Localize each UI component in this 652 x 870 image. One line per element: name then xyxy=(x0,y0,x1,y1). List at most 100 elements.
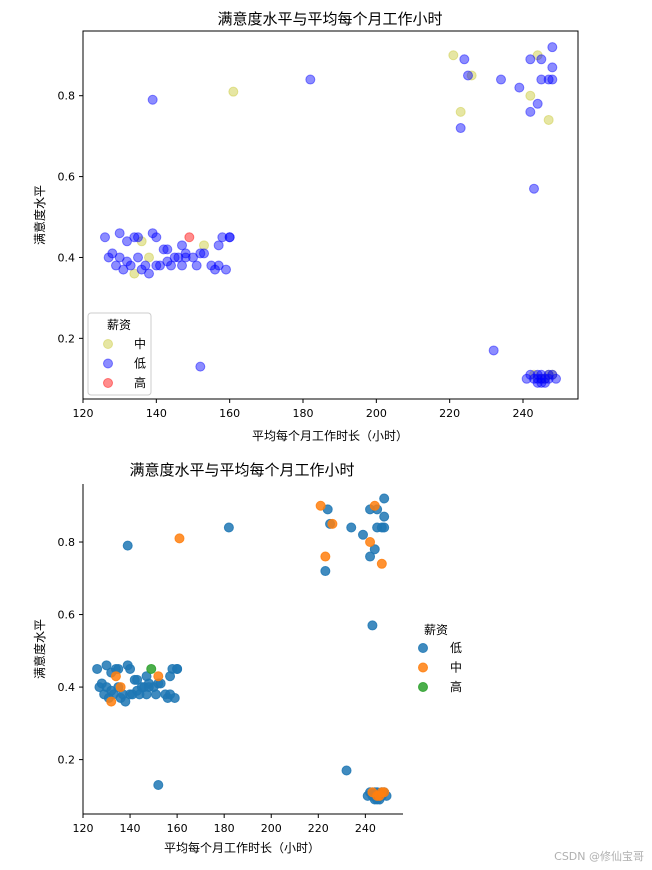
data-point xyxy=(379,787,390,798)
data-point xyxy=(315,500,326,511)
data-point xyxy=(525,90,536,101)
bottom-legend-items: 低中高 xyxy=(418,641,462,694)
data-point xyxy=(122,540,133,551)
x-tick-label: 160 xyxy=(167,822,188,835)
data-point xyxy=(103,252,114,263)
y-tick-label: 0.4 xyxy=(58,681,76,694)
legend-marker xyxy=(103,339,113,349)
data-point xyxy=(327,518,338,529)
data-point xyxy=(228,86,239,97)
data-point xyxy=(210,264,220,275)
x-tick-label: 220 xyxy=(308,822,329,835)
data-point xyxy=(547,62,558,73)
data-point xyxy=(488,345,499,356)
top-x-axis-label: 平均每个月工作时长（小时） xyxy=(252,428,408,443)
data-point xyxy=(536,377,547,388)
data-point xyxy=(529,373,539,384)
data-point xyxy=(521,373,532,384)
bottom-data-points xyxy=(92,493,392,805)
data-point xyxy=(195,361,206,372)
data-point xyxy=(172,663,183,674)
data-point xyxy=(543,369,554,380)
data-point xyxy=(224,232,235,243)
x-tick-label: 140 xyxy=(120,822,141,835)
data-point xyxy=(466,70,477,81)
data-point xyxy=(173,252,184,263)
y-tick-label: 0.2 xyxy=(58,332,76,345)
data-point xyxy=(180,252,191,263)
data-point xyxy=(166,260,176,271)
x-tick-label: 140 xyxy=(146,407,167,420)
data-point xyxy=(191,260,202,271)
data-point xyxy=(195,248,206,259)
data-point xyxy=(529,183,539,194)
data-point xyxy=(448,50,459,61)
data-point xyxy=(547,369,558,380)
bottom-legend: 薪资 低中高 xyxy=(418,623,462,694)
data-point xyxy=(136,264,147,275)
x-tick-label: 180 xyxy=(293,407,314,420)
data-point xyxy=(358,529,368,540)
top-legend-box xyxy=(87,312,152,396)
watermark: CSDN @修仙宝哥 xyxy=(554,850,644,863)
data-point xyxy=(540,373,550,384)
data-point xyxy=(536,54,547,65)
bottom-y-axis-label: 满意度水平 xyxy=(32,619,47,679)
legend-marker xyxy=(103,378,113,388)
data-point xyxy=(369,500,380,511)
data-point xyxy=(100,232,110,243)
top-plot-frame xyxy=(82,30,579,400)
data-point xyxy=(184,232,195,243)
data-point xyxy=(379,511,390,522)
y-tick-label: 0.8 xyxy=(58,90,76,103)
data-point xyxy=(118,264,129,275)
data-point xyxy=(199,240,209,251)
data-point xyxy=(536,369,547,380)
data-point xyxy=(133,232,143,243)
bottom-chart-title: 满意度水平与平均每个月工作小时 xyxy=(129,461,354,479)
data-point xyxy=(496,74,506,85)
x-tick-label: 200 xyxy=(261,822,282,835)
data-point xyxy=(346,522,357,533)
data-point xyxy=(92,663,103,674)
x-tick-label: 120 xyxy=(73,822,94,835)
data-point xyxy=(151,232,162,243)
data-point xyxy=(129,232,140,243)
data-point xyxy=(122,236,132,247)
data-point xyxy=(532,377,543,388)
data-point xyxy=(169,692,180,703)
data-point xyxy=(379,522,390,533)
data-point xyxy=(376,558,387,569)
data-point xyxy=(365,551,376,562)
data-point xyxy=(341,765,352,776)
data-point xyxy=(536,74,547,85)
data-point xyxy=(106,696,117,707)
legend-label: 中 xyxy=(134,336,146,351)
data-point xyxy=(543,369,554,380)
data-point xyxy=(114,228,125,239)
data-point xyxy=(540,373,550,384)
data-point xyxy=(107,248,118,259)
data-point xyxy=(217,232,228,243)
data-point xyxy=(129,268,140,279)
data-point xyxy=(525,369,536,380)
bottom-x-axis-label: 平均每个月工作时长（小时） xyxy=(164,840,320,855)
data-point xyxy=(146,663,157,674)
data-point xyxy=(305,74,316,85)
data-point xyxy=(320,566,331,577)
data-point xyxy=(140,260,151,271)
data-point xyxy=(320,551,331,562)
top-axis-ticks: 120 140 160 180 200 220 240 0.2 0.4 0.6 0.8 xyxy=(58,90,534,420)
data-point xyxy=(144,252,154,263)
data-point xyxy=(162,244,173,255)
data-point xyxy=(101,660,112,671)
data-point xyxy=(365,537,376,548)
data-point xyxy=(151,260,162,271)
legend-label: 高 xyxy=(450,679,462,694)
legend-label: 低 xyxy=(134,357,146,371)
y-tick-label: 0.6 xyxy=(58,609,76,622)
top-scatter-chart: 满意度水平与平均每个月工作小时 120 140 160 180 200 220 240 0.2… xyxy=(32,10,579,443)
data-point xyxy=(153,671,164,682)
bottom-scatter-chart: 满意度水平与平均每个月工作小时 120 140 160 180 200 220 240 0.2… xyxy=(32,461,462,855)
data-point xyxy=(144,268,154,279)
